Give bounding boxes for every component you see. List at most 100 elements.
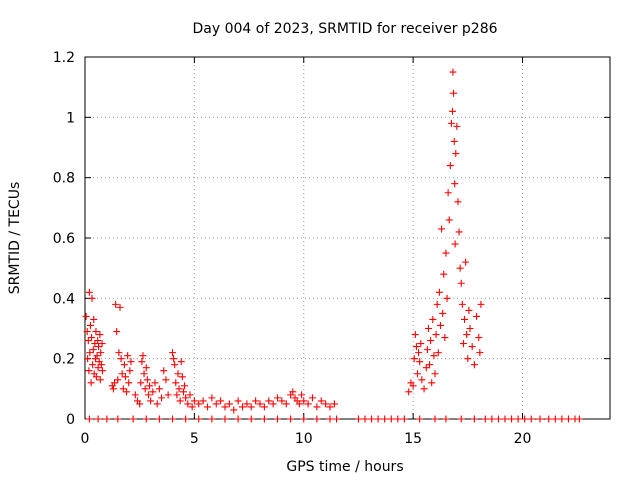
x-tick-label: 0 <box>81 431 90 447</box>
data-point <box>300 397 308 405</box>
data-point <box>459 340 467 348</box>
data-point <box>256 400 264 408</box>
data-point <box>140 370 148 378</box>
data-point <box>243 400 251 408</box>
data-point <box>170 355 178 363</box>
data-point <box>455 228 463 236</box>
data-point <box>149 388 157 396</box>
data-point <box>417 340 425 348</box>
data-point <box>131 391 139 399</box>
data-point <box>94 337 102 345</box>
data-point <box>326 403 334 411</box>
data-point <box>430 352 438 360</box>
data-point <box>260 415 268 423</box>
data-point <box>424 325 432 332</box>
data-point <box>431 415 439 423</box>
data-point <box>410 355 418 363</box>
data-point <box>374 415 382 423</box>
data-point <box>221 415 229 423</box>
data-point <box>116 303 124 311</box>
data-point <box>247 403 255 411</box>
data-point <box>123 388 131 396</box>
data-point <box>86 349 94 357</box>
data-point <box>88 294 96 302</box>
data-point <box>199 397 207 405</box>
data-point <box>400 415 408 423</box>
data-point <box>176 397 184 405</box>
data-point <box>412 343 420 351</box>
data-point <box>124 352 132 360</box>
data-point <box>260 403 268 411</box>
data-point <box>155 385 163 393</box>
data-point <box>137 379 145 387</box>
data-point <box>434 349 442 357</box>
data-point <box>160 367 168 375</box>
data-point <box>171 361 179 369</box>
data-point <box>461 315 469 323</box>
data-point <box>84 337 92 345</box>
data-point <box>94 415 102 423</box>
data-point <box>141 385 149 393</box>
data-point <box>111 379 119 387</box>
data-point <box>274 394 281 402</box>
data-point <box>112 300 120 308</box>
data-point <box>456 264 464 272</box>
data-point <box>440 270 448 278</box>
data-point <box>446 162 454 170</box>
data-point <box>488 415 496 423</box>
data-point <box>151 379 159 387</box>
data-point <box>429 315 437 323</box>
data-point <box>282 400 290 408</box>
data-point <box>416 358 424 366</box>
data-point <box>361 415 369 423</box>
data-point <box>442 415 450 423</box>
x-tick-label: 10 <box>295 431 313 447</box>
data-point <box>175 385 183 393</box>
data-point <box>313 415 321 423</box>
y-tick-label: 0.2 <box>53 352 75 368</box>
data-point <box>415 349 423 357</box>
data-point <box>89 346 97 354</box>
data-point <box>476 349 484 357</box>
data-point <box>423 346 431 354</box>
y-tick-label: 0.8 <box>53 171 75 187</box>
data-point <box>269 400 277 408</box>
data-point <box>142 364 150 372</box>
data-point <box>208 415 216 423</box>
data-point <box>470 361 478 369</box>
data-point <box>113 328 121 336</box>
data-point <box>330 400 338 408</box>
data-point <box>95 343 103 351</box>
data-point <box>90 315 98 323</box>
data-point <box>208 394 216 402</box>
data-point <box>182 394 190 402</box>
data-point <box>387 415 395 423</box>
data-point <box>432 331 440 339</box>
data-point <box>449 107 456 115</box>
data-point <box>93 352 101 360</box>
data-point <box>551 415 559 423</box>
data-point <box>409 382 417 390</box>
data-point <box>162 376 170 384</box>
data-point <box>179 388 187 396</box>
data-point <box>427 337 435 345</box>
data-point <box>411 331 419 339</box>
data-point <box>422 364 430 372</box>
data-point <box>463 331 471 339</box>
data-point <box>204 403 211 411</box>
data-point <box>146 382 154 390</box>
data-point <box>182 415 190 423</box>
data-point <box>451 180 459 188</box>
data-point <box>457 279 465 287</box>
data-point <box>527 415 535 423</box>
data-point <box>439 309 447 317</box>
data-point <box>287 415 295 423</box>
data-point <box>188 403 196 411</box>
y-axis-label: SRMTID / TECUs <box>7 182 23 295</box>
data-point <box>195 415 203 423</box>
data-point <box>114 415 122 423</box>
data-point <box>473 312 481 320</box>
data-point <box>190 397 198 405</box>
data-point <box>195 400 203 408</box>
data-point <box>181 382 189 390</box>
